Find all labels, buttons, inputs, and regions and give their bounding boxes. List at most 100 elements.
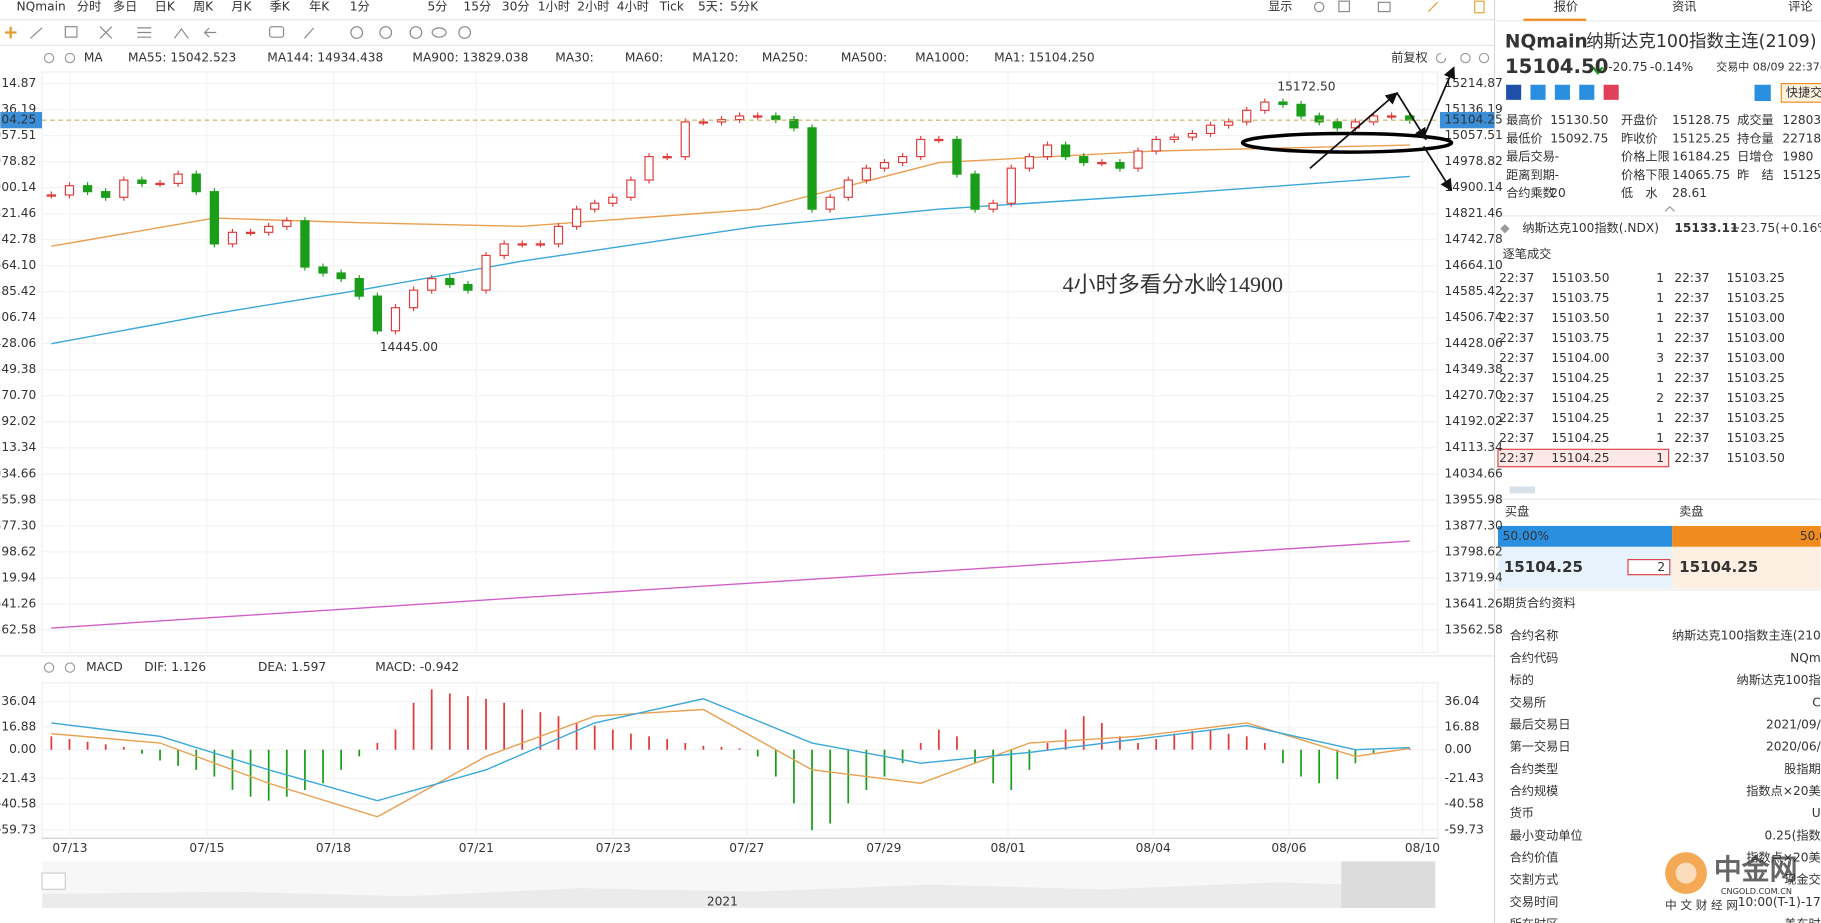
quote-icons[interactable] (1506, 83, 1821, 103)
quick-trade-button[interactable] (1780, 83, 1821, 103)
bid-volume: 2 (1657, 560, 1665, 574)
y-tick-label-right: 13798.62 (1445, 544, 1503, 558)
candle (861, 167, 872, 181)
period-tab[interactable]: 月K (231, 0, 252, 13)
pen-icon[interactable] (1427, 1, 1439, 13)
x-tick-label: 07/23 (596, 841, 631, 855)
stat-label: 持仓量 (1737, 130, 1774, 145)
flag-icon[interactable] (1506, 84, 1522, 100)
period-tab[interactable]: 分时 (77, 0, 101, 13)
candle (282, 220, 292, 227)
y-tick-label-right: 14664.10 (1445, 258, 1503, 272)
contract-value: 2020/06/ (1766, 740, 1821, 754)
period-tab[interactable]: 4小时 (617, 0, 649, 13)
brush-tool[interactable] (304, 27, 315, 39)
ma-settings[interactable] (43, 52, 55, 64)
period-tab[interactable]: 1小时 (538, 0, 570, 13)
favorite-icon[interactable] (1603, 84, 1619, 100)
trade-volume: 1 (1656, 431, 1664, 445)
panel-tab[interactable]: 评论 (1788, 0, 1812, 13)
adjust-toggle[interactable]: 前复权 (1391, 50, 1428, 65)
fib-tool[interactable] (137, 27, 152, 38)
line-tool[interactable] (30, 27, 43, 39)
delete-tool[interactable] (409, 26, 423, 39)
trade-time: 22:37 (1674, 431, 1709, 445)
chart-controls[interactable] (43, 52, 1490, 673)
panel-tab[interactable]: 报价 (1554, 0, 1578, 13)
reset[interactable] (1435, 52, 1447, 64)
ma-close[interactable] (64, 52, 76, 64)
watermark-logo-inner (1675, 862, 1697, 884)
note-icon[interactable] (1579, 84, 1595, 100)
candle (1386, 115, 1397, 118)
period-tab[interactable]: 30分 (502, 0, 530, 13)
contract-value: 0.25(指数 (1764, 827, 1820, 842)
layout-icon[interactable] (1338, 0, 1350, 13)
period-tab[interactable]: Tick (659, 0, 685, 13)
crosshair-tool[interactable] (4, 26, 17, 39)
period-tab[interactable]: 5天：5分K (698, 0, 759, 13)
candle (934, 138, 944, 142)
ma-legend: MA120: (692, 51, 738, 65)
trade-time: 22:37 (1499, 411, 1534, 425)
trade-time: 22:37 (1499, 291, 1534, 305)
candle (173, 173, 183, 184)
symbol-tab[interactable]: NQmain (17, 0, 66, 13)
expand-caret (1664, 205, 1675, 212)
alert-icon[interactable] (1754, 84, 1771, 102)
chart-icon[interactable] (1554, 84, 1570, 100)
hide-tool[interactable] (431, 27, 447, 38)
contract-label: 所在时区 (1510, 917, 1559, 923)
quick-icon[interactable] (1530, 84, 1546, 100)
zoom-in[interactable] (1478, 52, 1490, 64)
period-tab[interactable]: 日K (155, 0, 176, 13)
y-tick-label-left: 13562.58 (0, 622, 36, 636)
period-tab[interactable]: 5分 (428, 0, 448, 13)
candle (916, 138, 926, 158)
stat-value: 28.61 (1672, 186, 1707, 200)
indicator-name: MA (84, 51, 104, 65)
settings-icon[interactable] (1313, 1, 1325, 13)
pattern-tool[interactable] (99, 26, 113, 39)
stat-label: 合约乘数 (1506, 185, 1555, 200)
stat-value: -- (1550, 168, 1559, 182)
period-tab[interactable]: 15分 (464, 0, 492, 13)
text-tool[interactable] (269, 26, 285, 38)
y-tick-label-left: 14428.06 (0, 336, 36, 350)
period-tab[interactable]: 2小时 (577, 0, 609, 13)
panel-icon[interactable] (1474, 0, 1485, 14)
period-tab[interactable]: 季K (270, 0, 291, 13)
measure-tool[interactable] (203, 27, 217, 38)
magnet-tool[interactable] (350, 26, 364, 39)
y-tick-label-right: 14900.14 (1445, 180, 1503, 194)
x-tick-label: 08/06 (1271, 841, 1306, 855)
drawing-tools[interactable] (4, 0, 1485, 39)
panel-tab[interactable]: 资讯 (1672, 0, 1696, 13)
candle (1242, 109, 1252, 123)
macd-close[interactable] (64, 662, 76, 673)
last-price-label-left: 15104.25 (0, 113, 36, 127)
period-tab[interactable]: 周K (193, 0, 214, 13)
handwritten-note: 4小时多看分水岭14900 (1063, 272, 1283, 297)
navigator-window[interactable] (1341, 861, 1436, 908)
settings-tool[interactable] (458, 26, 472, 39)
lock-tool[interactable] (379, 26, 393, 39)
y-tick-label-right: 13877.30 (1445, 518, 1503, 532)
zoom-out[interactable] (1460, 52, 1471, 64)
quick-trade-label[interactable]: 快捷交 (1786, 84, 1821, 99)
x-tick-label: 07/29 (866, 841, 901, 855)
macd-tick-label-left: 16.88 (1, 720, 36, 734)
contract-title: 期货合约资料 (1503, 595, 1576, 610)
navigator-menu[interactable] (41, 872, 66, 890)
display-menu[interactable]: 显示 (1268, 0, 1292, 13)
camera-icon[interactable] (1377, 1, 1391, 13)
shape-tool[interactable] (64, 26, 78, 38)
period-tab[interactable]: 年K (309, 0, 330, 13)
contract-label: 交易时间 (1510, 894, 1559, 909)
period-tab[interactable]: 多日 (113, 0, 137, 13)
trade-price: 15103.25 (1727, 371, 1785, 385)
wave-tool[interactable] (173, 28, 189, 39)
scroll-handle[interactable] (1509, 486, 1536, 494)
macd-settings[interactable] (43, 662, 55, 673)
period-tab[interactable]: 1分 (350, 0, 370, 13)
